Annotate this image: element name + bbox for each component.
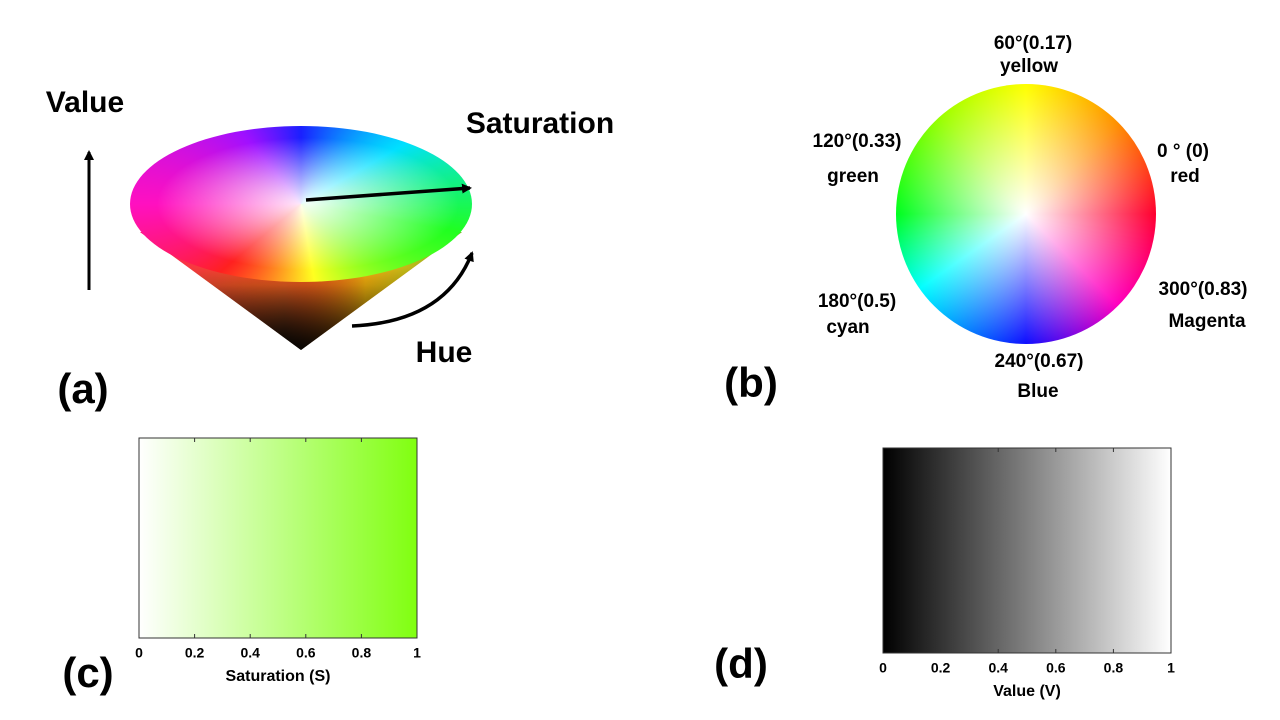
hue-name: cyan	[826, 317, 869, 338]
saturation-label: Saturation	[466, 107, 614, 140]
x-tick-label: 0	[879, 660, 887, 676]
x-tick-label: 0.2	[931, 660, 951, 676]
hue-angle: 180°(0.5)	[818, 291, 896, 312]
panel-label: (c)	[62, 649, 113, 696]
x-tick-label: 0.6	[296, 645, 316, 661]
hue-name: Magenta	[1168, 311, 1246, 332]
hue-angle: 60°(0.17)	[994, 33, 1072, 54]
hue-arrow	[351, 251, 474, 328]
x-tick-label: 0.4	[988, 660, 1008, 676]
x-tick-label: 0.2	[185, 645, 205, 661]
hue-name: Blue	[1017, 381, 1058, 402]
panel-label: (d)	[714, 640, 768, 687]
panel-label: (b)	[724, 359, 778, 406]
x-tick-label: 0.8	[1104, 660, 1124, 676]
color-bar	[138, 437, 418, 639]
hue-angle: 300°(0.83)	[1159, 279, 1248, 300]
x-axis-label: Value (V)	[993, 683, 1061, 700]
hue-label: Hue	[416, 336, 473, 369]
hue-name: green	[827, 166, 879, 187]
x-tick-label: 1	[1167, 660, 1175, 676]
x-tick-label: 1	[413, 645, 421, 661]
hue-name: yellow	[1000, 56, 1058, 77]
color-bar	[882, 447, 1172, 654]
hue-angle: 120°(0.33)	[813, 131, 902, 152]
hue-wheel	[896, 84, 1156, 344]
x-tick-label: 0.6	[1046, 660, 1066, 676]
cone	[130, 126, 472, 350]
hue-angle: 0 ° (0)	[1157, 141, 1209, 162]
x-axis-label: Saturation (S)	[226, 668, 331, 685]
hue-name: red	[1170, 166, 1200, 187]
panel-label: (a)	[57, 365, 108, 412]
value-label: Value	[46, 86, 124, 119]
x-tick-label: 0.4	[240, 645, 260, 661]
saturation-arrow	[305, 183, 472, 202]
x-tick-label: 0.8	[352, 645, 372, 661]
hue-angle: 240°(0.67)	[995, 351, 1084, 372]
x-tick-label: 0	[135, 645, 143, 661]
